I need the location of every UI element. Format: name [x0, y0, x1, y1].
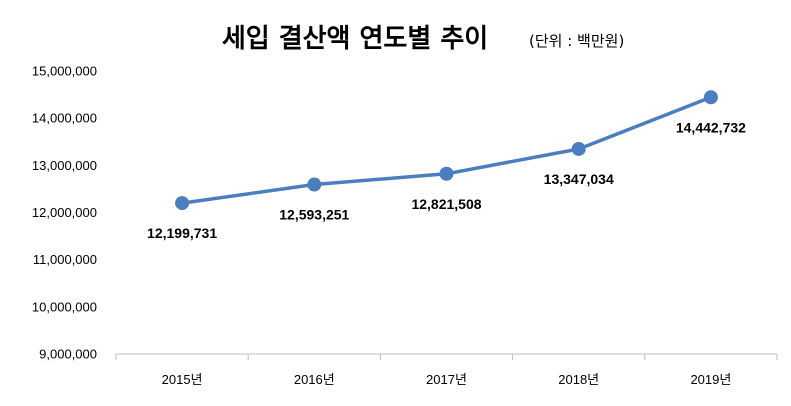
data-point — [703, 90, 718, 105]
data-label: 12,593,251 — [279, 207, 349, 223]
x-tick-label: 2019년 — [690, 372, 731, 387]
data-point — [439, 166, 454, 181]
chart-title: 세입 결산액 연도별 추이 — [222, 24, 488, 54]
data-point — [571, 141, 586, 156]
y-tick-label: 13,000,000 — [32, 158, 97, 173]
data-point — [307, 177, 322, 192]
y-tick-label: 9,000,000 — [39, 347, 97, 362]
data-point — [175, 196, 190, 211]
series: 12,199,731 12,593,251 12,821,508 13,347,034… — [147, 90, 746, 241]
y-tick-label: 14,000,000 — [32, 111, 97, 126]
x-tick-label: 2015년 — [162, 372, 203, 387]
data-label: 14,442,732 — [676, 119, 746, 135]
data-label: 13,347,034 — [544, 171, 614, 187]
x-tick-label: 2018년 — [558, 372, 599, 387]
unit-note: (단위 : 백만원) — [529, 32, 624, 50]
y-tick-label: 10,000,000 — [32, 299, 97, 314]
y-tick-label: 15,000,000 — [32, 64, 97, 79]
x-tick-label: 2017년 — [426, 372, 467, 387]
y-tick-label: 11,000,000 — [33, 252, 97, 267]
data-label: 12,821,508 — [411, 196, 481, 212]
series-line — [180, 95, 713, 205]
y-tick-label: 12,000,000 — [32, 205, 97, 220]
axes: 15,000,000 14,000,000 13,000,000 12,000,000… — [32, 64, 778, 387]
data-label: 12,199,731 — [147, 225, 217, 241]
x-tick-label: 2016년 — [294, 372, 335, 387]
